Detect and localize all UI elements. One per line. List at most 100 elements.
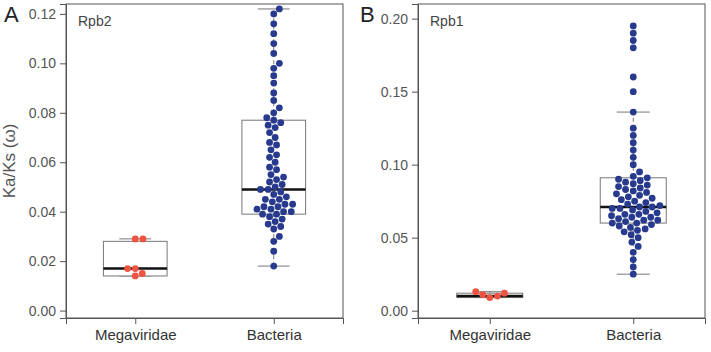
data-point xyxy=(269,198,276,205)
y-tick-mark xyxy=(60,261,66,262)
data-point xyxy=(270,263,277,270)
plot-frame xyxy=(418,4,705,318)
data-point xyxy=(132,265,139,272)
data-point xyxy=(270,109,277,116)
data-point xyxy=(270,191,277,198)
y-tick-mark xyxy=(412,238,418,239)
data-point xyxy=(637,177,644,184)
data-point xyxy=(270,90,277,97)
data-point xyxy=(622,218,629,225)
data-point xyxy=(630,88,637,95)
data-point xyxy=(647,214,654,221)
data-point xyxy=(644,174,651,181)
data-point xyxy=(140,235,147,242)
data-point xyxy=(132,235,139,242)
data-point xyxy=(628,239,635,246)
y-tick: 0.15 xyxy=(381,84,418,100)
data-point xyxy=(615,176,622,183)
data-point xyxy=(276,60,283,67)
data-point xyxy=(633,220,640,227)
data-point xyxy=(273,142,280,149)
data-point xyxy=(609,220,616,227)
plot-frame xyxy=(66,4,343,318)
y-tick: 0.12 xyxy=(29,6,66,22)
y-tick-label: 0.20 xyxy=(381,11,408,27)
data-point xyxy=(630,37,637,44)
plot-marks xyxy=(103,6,305,280)
data-point xyxy=(621,228,628,235)
data-point xyxy=(277,189,284,196)
data-point xyxy=(275,203,282,210)
data-point xyxy=(272,184,279,191)
x-tick-mark xyxy=(490,318,491,324)
y-tick: 0.10 xyxy=(29,55,66,71)
data-point xyxy=(628,214,635,221)
y-axis-line xyxy=(60,5,67,319)
data-point xyxy=(630,161,637,168)
data-point xyxy=(124,265,131,272)
data-point xyxy=(630,180,637,187)
y-tick-label: 0.02 xyxy=(29,253,56,269)
data-point xyxy=(629,207,636,214)
x-tick-label: Megaviridae xyxy=(449,326,531,343)
data-point xyxy=(616,223,623,230)
data-point xyxy=(277,223,284,230)
data-point xyxy=(643,189,650,196)
x-tick: Megaviridae xyxy=(95,318,177,343)
y-tick-label: 0.05 xyxy=(381,230,408,246)
x-tick-mark xyxy=(135,318,136,324)
data-point xyxy=(270,65,277,72)
y-tick-label: 0.10 xyxy=(29,55,56,71)
data-point xyxy=(630,74,637,81)
y-tick-mark xyxy=(60,311,66,312)
x-tick-mark xyxy=(274,318,275,324)
x-axis-line xyxy=(67,319,344,325)
y-tick-mark xyxy=(60,14,66,15)
data-point xyxy=(630,44,637,51)
data-point xyxy=(272,159,279,166)
x-tick: Bacteria xyxy=(247,318,303,343)
data-point xyxy=(270,248,277,255)
y-tick-label: 0.10 xyxy=(381,157,408,173)
y-tick-label: 0.06 xyxy=(29,154,56,170)
data-point xyxy=(270,97,277,104)
data-point xyxy=(270,72,277,79)
data-point xyxy=(635,234,642,241)
y-tick-label: 0.15 xyxy=(381,84,408,100)
data-point xyxy=(624,201,631,208)
x-axis: Megaviridae Bacteria xyxy=(67,318,344,343)
data-point xyxy=(615,215,622,222)
whisker-high-cap xyxy=(258,8,290,9)
x-axis-line xyxy=(419,319,706,325)
data-point xyxy=(282,201,289,208)
data-point xyxy=(266,213,273,220)
data-point xyxy=(263,114,270,121)
data-point xyxy=(644,182,651,189)
data-point xyxy=(642,199,649,206)
data-point xyxy=(266,179,273,186)
data-point xyxy=(630,154,637,161)
data-point xyxy=(648,221,655,228)
x-tick-label: Megaviridae xyxy=(95,326,177,343)
data-point xyxy=(276,196,283,203)
data-point xyxy=(636,204,643,211)
data-point xyxy=(630,256,637,263)
data-point xyxy=(262,196,269,203)
x-tick-label: Bacteria xyxy=(247,326,303,343)
data-point xyxy=(630,147,637,154)
y-tick: 0.10 xyxy=(381,157,418,173)
data-point xyxy=(636,192,643,199)
data-point xyxy=(273,211,280,218)
y-axis-line xyxy=(412,5,419,319)
y-axis: 0.000.050.100.150.20 xyxy=(381,5,419,319)
y-tick-mark xyxy=(412,311,418,312)
panel-letter: A xyxy=(4,2,19,27)
data-point xyxy=(501,290,508,297)
data-point xyxy=(254,206,261,213)
x-tick-label: Bacteria xyxy=(606,326,662,343)
data-point xyxy=(283,193,290,200)
data-point xyxy=(630,23,637,30)
data-point xyxy=(618,196,625,203)
data-point xyxy=(630,263,637,270)
box xyxy=(242,9,306,266)
